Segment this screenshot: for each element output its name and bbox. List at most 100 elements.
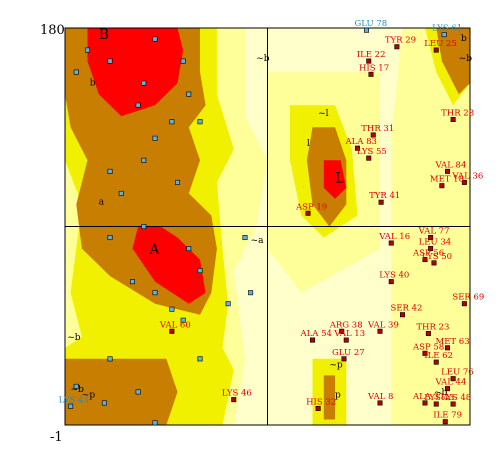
residue-label: LEU 25: [424, 39, 457, 49]
glycine-point: [225, 301, 231, 307]
glycine-point: [197, 119, 203, 125]
region-letter: ~l: [318, 109, 329, 119]
residue-label: VAL 13: [333, 329, 365, 339]
glycine-point: [73, 69, 79, 75]
residue-label: LYS 43: [424, 393, 454, 403]
residue-label: MET 63: [436, 337, 470, 347]
residue-point: [444, 168, 450, 174]
region-letter: ~b: [434, 388, 448, 398]
glycine-point: [141, 157, 147, 163]
residue-label: LYS 46: [222, 389, 252, 399]
glycine-point: [135, 102, 141, 108]
residue-label: THR 23: [416, 322, 449, 332]
glycine-point: [180, 58, 186, 64]
residue-label: VAL 84: [435, 160, 467, 170]
residue-label: GLU 27: [332, 348, 365, 358]
region-letter: ~p: [82, 390, 96, 400]
region-letter: ~b: [67, 333, 81, 343]
residue-point: [444, 386, 450, 392]
residue-label: ASP 58: [412, 342, 444, 352]
glycine-point: [107, 235, 113, 241]
residue-point: [433, 401, 439, 407]
residue-point: [343, 337, 349, 343]
residue-point: [431, 260, 437, 266]
residue-label: VAL 16: [378, 232, 410, 242]
residue-point: [399, 312, 405, 318]
region-favoured-10: [436, 28, 470, 95]
region-letter: ~b: [256, 54, 270, 64]
glycine-point: [107, 58, 113, 64]
residue-label: TYR 41: [369, 191, 400, 201]
residue-label: ILE 79: [433, 411, 462, 421]
glycine-point: [101, 400, 107, 406]
region-favoured-8: [65, 358, 178, 425]
glycine-point: [152, 420, 158, 426]
residue-point: [428, 235, 434, 241]
residue-label: GLU 78: [355, 19, 388, 29]
residue-point: [370, 132, 376, 138]
residue-point: [428, 246, 434, 252]
residue-point: [450, 376, 456, 382]
glycine-point: [180, 317, 186, 323]
glycine-point: [141, 80, 147, 86]
residue-point: [450, 401, 456, 407]
residue-point: [305, 210, 311, 216]
region-letter: b: [90, 78, 96, 88]
residue-point: [377, 400, 383, 406]
residue-label: HIS 17: [359, 63, 389, 73]
region-letter: B: [99, 27, 109, 43]
residue-label: VAL 39: [367, 320, 399, 330]
glycine-residue-point: [68, 403, 74, 409]
residue-point: [354, 145, 360, 151]
region-letter: ~a: [251, 236, 265, 246]
glycine-point: [175, 179, 181, 185]
glycine-point: [85, 47, 91, 53]
y-tick-label-top: 180: [40, 23, 65, 38]
glycine-point: [197, 268, 203, 274]
glycine-point: [107, 168, 113, 174]
residue-label: VAL 60: [159, 320, 191, 330]
residue-label: ALA 83: [345, 137, 377, 147]
region-letter: p: [335, 390, 341, 400]
glycine-point: [130, 279, 136, 285]
residue-label: TYR 29: [385, 36, 416, 46]
residue-label: VAL 44: [435, 378, 467, 388]
residue-label: ARG 38: [329, 320, 363, 330]
residue-point: [444, 345, 450, 351]
residue-label: LYS 50: [422, 252, 452, 262]
glycine-point: [73, 383, 79, 389]
glycine-point: [152, 36, 158, 42]
residue-label: SER 42: [391, 304, 423, 314]
residue-point: [394, 44, 400, 50]
glycine-point: [152, 290, 158, 296]
residue-label: HIS 32: [306, 397, 336, 407]
region-letter: ~p: [329, 361, 343, 371]
glycine-point: [197, 356, 203, 362]
grid-layer: [64, 27, 471, 426]
x-tick-label-left: -1: [50, 430, 63, 445]
residue-labels-layer: GLU 78 LYS 61 TYR 29 LEU 25 ILE 22 HIS 17 THR …: [59, 19, 485, 420]
residue-point: [450, 117, 456, 123]
residue-point: [339, 328, 345, 334]
residue-point: [425, 330, 431, 336]
region-core-14: [323, 160, 347, 199]
residue-label: VAL 36: [451, 171, 483, 181]
glycine-point: [107, 356, 113, 362]
residue-point: [461, 301, 467, 307]
residue-label: LEU 76: [441, 368, 474, 378]
residue-point: [433, 47, 439, 53]
residue-point: [422, 350, 428, 356]
residue-point: [442, 419, 448, 425]
residue-label: LYS 40: [379, 271, 409, 281]
region-letter: a: [99, 197, 105, 207]
glycine-point: [186, 246, 192, 252]
region-letter: l: [307, 139, 310, 149]
residue-point: [388, 279, 394, 285]
residue-label: SER 69: [452, 293, 484, 303]
residue-label: ILE 62: [424, 351, 453, 361]
residue-label: LEU 34: [419, 238, 452, 248]
residue-point: [377, 328, 383, 334]
